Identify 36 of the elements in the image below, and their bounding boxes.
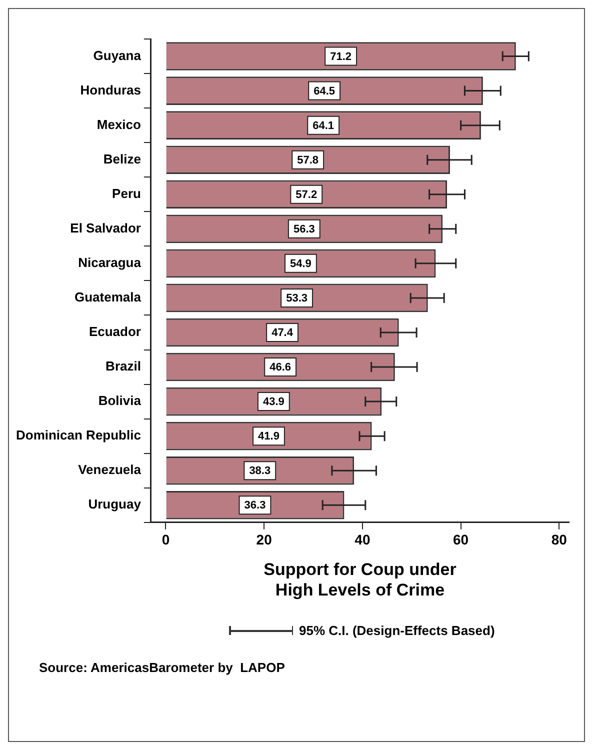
x-tick-label: 20 [256,532,272,548]
data-label: 71.2 [330,50,352,63]
source-note: Source: AmericasBarometer by LAPOP [39,660,286,675]
data-label: 43.9 [262,396,284,408]
y-tick-label: El Salvador [70,220,141,236]
y-tick-label: Venezuela [78,462,142,478]
x-axis-title: Support for Coup under High Levels of Crime [264,560,457,600]
y-tick-label: Brazil [106,358,141,374]
y-tick-label: Ecuador [88,324,141,340]
x-tick-label: 40 [354,532,370,548]
y-tick-label: Nicaragua [78,255,142,270]
y-tick-label: Bolivia [98,393,142,408]
y-tick-label: Dominican Republic [16,428,141,443]
x-tick-label: 80 [551,532,568,548]
x-tick-label: 60 [453,532,469,548]
data-label: 36.3 [244,500,266,512]
y-tick-label: Honduras [80,82,141,98]
y-tick-label: Guatemala [74,290,142,305]
y-tick-label: Mexico [96,116,142,132]
y-tick-label: Peru [112,186,142,201]
data-label: 54.9 [290,258,312,270]
x-tick-label: 0 [162,532,170,548]
data-label: 38.3 [249,465,271,478]
data-label: 41.9 [258,430,280,443]
data-label: 46.6 [270,362,292,374]
data-label: 56.3 [293,223,315,236]
data-label: 57.8 [297,154,319,166]
data-label: 64.1 [312,120,334,132]
y-tick-label: Guyana [93,48,142,63]
y-tick-label: Belize [103,151,141,166]
y-tick-label: Uruguay [88,496,142,512]
text: 95% C.I. (Design-Effects Based) [299,623,495,638]
data-label: 47.4 [272,327,294,340]
data-label: 64.5 [314,85,336,98]
data-label: 53.3 [286,292,308,304]
data-label: 57.2 [296,188,318,201]
